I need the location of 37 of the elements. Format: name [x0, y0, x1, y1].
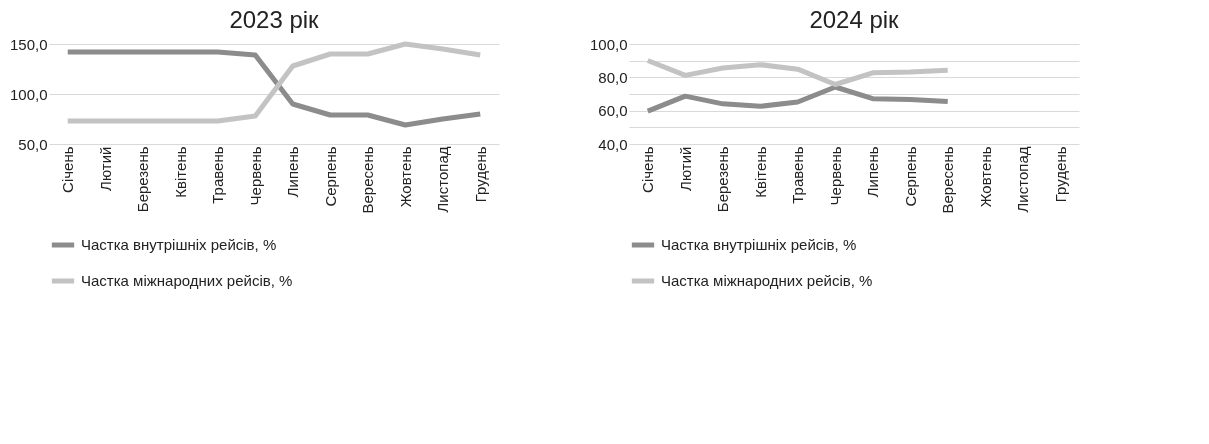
y-tick-label: 50,0	[18, 135, 48, 153]
x-tick-label: Травень	[789, 146, 807, 204]
legend-label: Частка внутрішніх рейсів, %	[81, 236, 277, 253]
x-tick-label: Жовтень	[976, 146, 994, 208]
y-tick-label: 60,0	[598, 102, 628, 120]
chart-title: 2023 рік	[229, 6, 320, 33]
x-tick-label: Серпень	[901, 146, 919, 207]
x-tick-label: Вересень	[359, 146, 377, 214]
x-tick-label: Березень	[134, 146, 152, 213]
x-tick-label: Червень	[826, 146, 844, 206]
y-tick-label: 40,0	[598, 135, 628, 153]
legend-label: Частка міжнародних рейсів, %	[661, 272, 873, 289]
chart-title: 2024 рік	[809, 6, 900, 33]
x-tick-label: Квітень	[751, 146, 769, 198]
x-tick-label: Лютий	[676, 146, 694, 191]
x-tick-label: Грудень	[1051, 146, 1069, 203]
x-tick-label: Липень	[284, 146, 302, 198]
y-tick-label: 150,0	[9, 35, 48, 53]
legend-label: Частка внутрішніх рейсів, %	[661, 236, 857, 253]
y-tick-label: 100,0	[589, 35, 628, 53]
x-tick-label: Листопад	[1014, 146, 1032, 213]
legend-label: Частка міжнародних рейсів, %	[81, 272, 293, 289]
x-tick-label: Листопад	[434, 146, 452, 213]
x-tick-label: Червень	[246, 146, 264, 206]
x-tick-label: Квітень	[171, 146, 189, 198]
x-tick-label: Травень	[209, 146, 227, 204]
y-tick-label: 80,0	[598, 68, 628, 86]
x-tick-label: Серпень	[321, 146, 339, 207]
x-tick-label: Лютий	[96, 146, 114, 191]
x-tick-label: Грудень	[471, 146, 489, 203]
y-tick-label: 100,0	[9, 85, 48, 103]
x-tick-label: Вересень	[939, 146, 957, 214]
x-tick-label: Жовтень	[396, 146, 414, 208]
x-tick-label: Липень	[864, 146, 882, 198]
x-tick-label: Березень	[714, 146, 732, 213]
x-tick-label: Січень	[59, 146, 77, 193]
x-tick-label: Січень	[639, 146, 657, 193]
